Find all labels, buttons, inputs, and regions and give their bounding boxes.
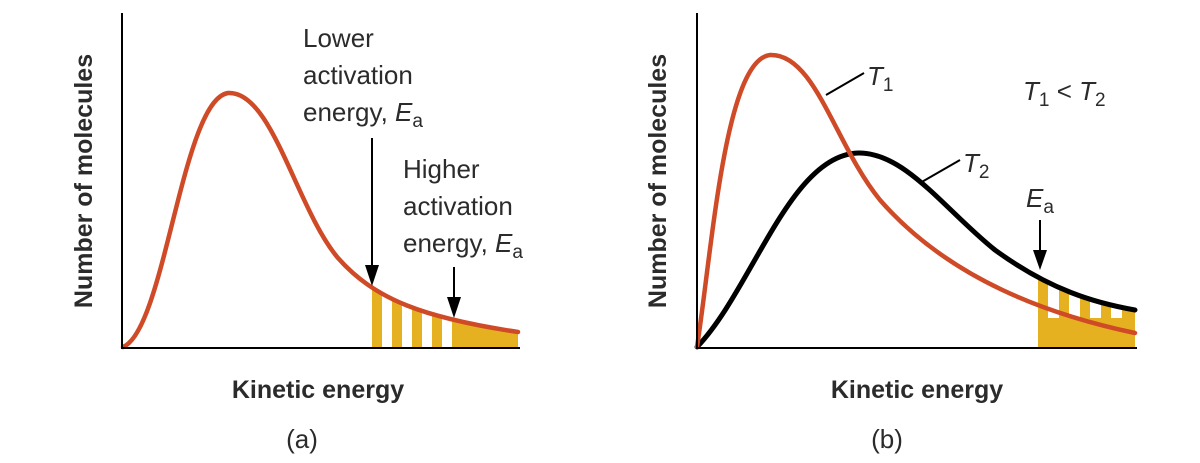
shade-stripe [412,280,422,348]
lower-ea-arrow [365,138,379,286]
t2-leader [919,159,961,184]
panel-b-x-axis-label: Kinetic energy [831,376,1003,404]
panel-b: Number of molecules Kinetic energy (b) T… [644,13,1138,454]
shade-stripe [1080,270,1090,348]
t2-label: T2 [963,148,989,183]
lower-ea-line2: activation [303,60,413,90]
panel-a: Number of molecules Kinetic energy (a) L… [70,13,523,454]
ea-arrow [1033,220,1047,270]
temperature-relation: T1 < T2 [1023,76,1106,111]
shade-stripe [1101,270,1111,348]
shade-stripe [1059,270,1069,348]
higher-ea-arrow [447,267,461,318]
lower-ea-label: Lower activation energy, Ea [303,23,423,132]
shade-solid [452,280,518,348]
higher-ea-label: Higher activation energy, Ea [403,154,523,263]
higher-ea-line3: energy, Ea [403,228,523,263]
panel-a-x-axis-label: Kinetic energy [232,376,404,404]
panel-b-y-axis-label: Number of molecules [644,54,672,308]
shade-stripe [372,280,382,348]
lower-ea-line1: Lower [303,23,374,53]
panel-a-curve [120,90,521,350]
panel-a-y-axis-label: Number of molecules [70,54,98,308]
t1-leader [825,72,865,96]
panel-a-caption: (a) [286,424,318,454]
t1-curve [694,52,1138,350]
higher-ea-line1: Higher [403,154,480,184]
shade-stripe [392,280,402,348]
t2-curve [694,150,1138,350]
higher-ea-line2: activation [403,191,513,221]
panel-a-shading [372,280,518,348]
t1-label: T1 [867,61,893,96]
panel-b-caption: (b) [871,424,903,454]
ea-label: Ea [1026,183,1054,218]
lower-ea-line3: energy, Ea [303,97,423,132]
